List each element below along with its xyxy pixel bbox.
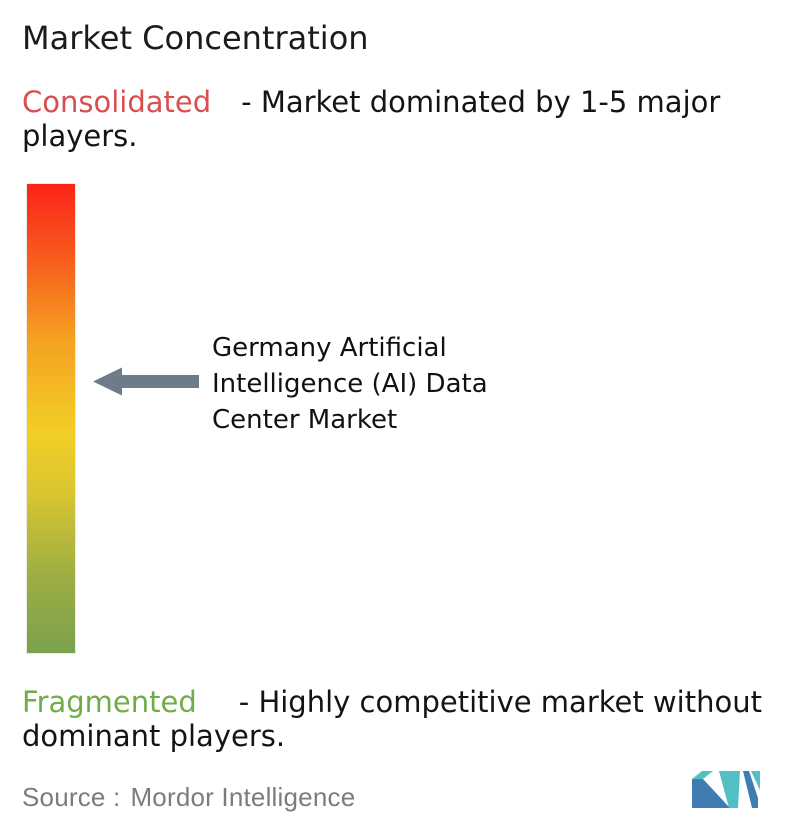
fragmented-text: - Highly competitive market without — [238, 685, 762, 719]
market-position-arrow-icon — [93, 367, 199, 396]
concentration-scale-bar — [26, 183, 76, 654]
source-label: Source : — [22, 782, 121, 812]
annotation-line2: Intelligence (AI) Data — [212, 369, 488, 399]
consolidated-line2: players. — [22, 119, 138, 153]
annotation-line3: Center Market — [212, 405, 398, 435]
consolidated-label: Consolidated — [22, 85, 212, 119]
consolidated-description: Consolidated - Market dominated by 1-5 ma… — [22, 85, 720, 153]
figure-title: Market Concentration — [22, 19, 369, 57]
market-annotation: Germany Artificial Intelligence (AI) Dat… — [212, 330, 488, 438]
mordor-intelligence-logo — [692, 771, 760, 808]
source-line: Source : Mordor Intelligence — [22, 782, 355, 813]
fragmented-line1: Fragmented - Highly competitive market wi… — [22, 685, 762, 719]
fragmented-line2: dominant players. — [22, 719, 286, 753]
consolidated-text: - Market dominated by 1-5 major — [241, 85, 721, 119]
annotation-line1: Germany Artificial — [212, 333, 447, 363]
consolidated-line1: Consolidated - Market dominated by 1-5 ma… — [22, 85, 720, 119]
source-value: Mordor Intelligence — [130, 782, 356, 812]
fragmented-label: Fragmented — [22, 685, 197, 719]
fragmented-description: Fragmented - Highly competitive market wi… — [22, 685, 762, 753]
